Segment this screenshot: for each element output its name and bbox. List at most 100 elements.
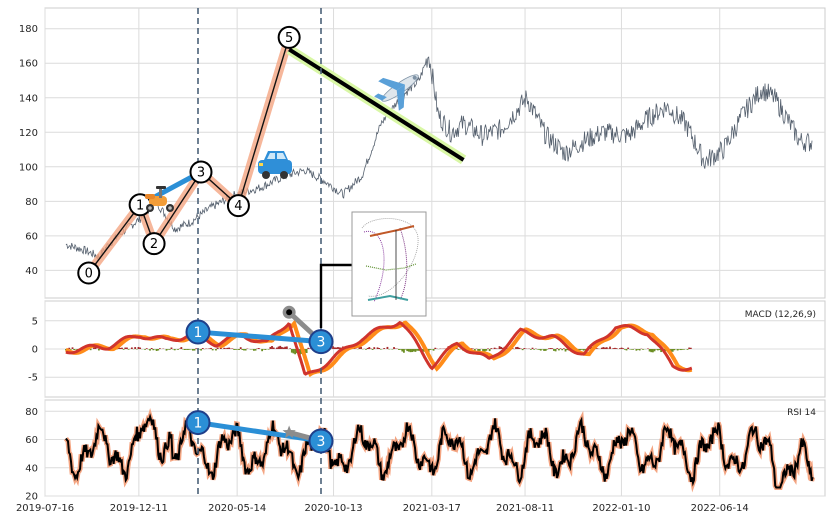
macd-histogram-bar <box>144 349 146 350</box>
macd-annotation-circle <box>308 329 334 355</box>
x-tick-label: 2022-01-10 <box>592 503 650 514</box>
macd-y-tick-label: 5 <box>32 316 38 327</box>
price-y-tick-label: 120 <box>19 128 38 139</box>
macd-histogram-bar <box>360 346 362 349</box>
macd-histogram-bar <box>71 347 74 349</box>
macd-histogram-bar <box>201 348 204 349</box>
macd-histogram-bar <box>269 346 272 349</box>
macd-histogram-bar <box>579 349 582 351</box>
macd-histogram-bar <box>609 346 611 349</box>
macd-histogram-bar <box>403 349 405 353</box>
macd-histogram-bar <box>495 348 498 349</box>
macd-histogram-bar <box>678 349 681 350</box>
x-tick-label: 2022-06-14 <box>691 503 749 514</box>
macd-histogram-bar <box>254 349 257 351</box>
macd-histogram-bar <box>680 349 682 351</box>
macd-histogram-bar <box>134 347 137 349</box>
macd-histogram-bar <box>371 349 374 350</box>
macd-histogram-bar <box>498 346 501 349</box>
macd-histogram-bar <box>483 349 486 352</box>
macd-histogram-bar <box>277 346 280 349</box>
rsi-annotation-label: 1 <box>194 416 203 432</box>
macd-histogram-bar <box>338 347 341 349</box>
macd-histogram-bar <box>647 348 649 349</box>
macd-histogram-bar <box>612 348 615 349</box>
macd-histogram-bar <box>549 348 552 349</box>
macd-histogram-bar <box>581 349 583 350</box>
macd-histogram-bar <box>518 347 521 349</box>
x-tick-label: 2020-05-14 <box>208 503 266 514</box>
macd-histogram-bar <box>238 349 240 351</box>
macd-histogram-bar <box>543 349 545 351</box>
macd-histogram-bar <box>529 349 532 350</box>
macd-histogram-bar <box>366 347 369 349</box>
macd-histogram-bar <box>412 349 415 352</box>
macd-histogram-bar <box>289 348 292 349</box>
macd-histogram-bar <box>627 347 630 349</box>
macd-histogram-bar <box>511 348 514 349</box>
macd-title: MACD (12,26,9) <box>745 310 816 320</box>
macd-histogram-bar <box>376 347 379 349</box>
macd-histogram-bar <box>676 349 679 351</box>
macd-histogram-bar <box>272 347 275 349</box>
wave-label-2: 2 <box>150 237 158 252</box>
macd-histogram-bar <box>427 349 430 353</box>
x-tick-label: 2019-07-16 <box>16 503 74 514</box>
macd-histogram-bar <box>130 347 133 349</box>
macd-histogram-bar <box>642 349 644 350</box>
macd-histogram-bar <box>124 347 127 349</box>
macd-histogram-bar <box>689 347 692 349</box>
macd-histogram-bar <box>559 348 562 349</box>
macd-histogram-bar <box>157 349 160 351</box>
macd-annotation-1-3 <box>197 329 322 345</box>
macd-histogram-bar <box>615 348 618 349</box>
macd-histogram-bar <box>271 346 273 349</box>
car-icon <box>258 151 292 179</box>
macd-histogram-bar <box>262 349 265 350</box>
macd-histogram-bar <box>170 347 173 349</box>
macd-histogram-bar <box>655 349 658 350</box>
macd-histogram-bar <box>561 349 564 351</box>
macd-histogram-bar <box>126 347 128 349</box>
inset-thumbnail <box>319 211 427 328</box>
macd-histogram-bar <box>279 345 282 349</box>
macd-histogram-bar <box>127 349 130 350</box>
macd-histogram-bar <box>622 348 625 349</box>
macd-histogram-bar <box>650 349 653 353</box>
macd-histogram-bar <box>149 349 151 351</box>
macd-histogram-bar <box>215 349 217 351</box>
macd-histogram-bar <box>544 349 547 351</box>
macd-histogram-bar <box>145 348 148 349</box>
macd-histogram-bar <box>167 349 170 350</box>
macd-histogram-bar <box>216 347 219 349</box>
macd-histogram-bar <box>686 349 689 350</box>
macd-histogram-bar <box>368 347 371 349</box>
rsi-y-tick-label: 80 <box>25 407 38 418</box>
wave-path <box>88 37 290 274</box>
macd-histogram-bar <box>566 349 569 351</box>
macd-histogram-bar <box>536 349 539 350</box>
wave-label-4: 4 <box>234 199 242 214</box>
macd-histogram-bar <box>564 349 567 352</box>
macd-histogram-bar <box>414 349 417 352</box>
macd-histogram-bar <box>660 349 663 353</box>
x-tick-label: 2019-12-11 <box>110 503 168 514</box>
macd-histogram-bar <box>482 349 484 352</box>
rsi-y-tick-label: 20 <box>25 492 38 503</box>
macd-histogram-bar <box>228 347 231 349</box>
macd-histogram-bar <box>614 347 616 349</box>
price-line <box>65 56 813 261</box>
rsi-title: RSI 14 <box>787 408 816 418</box>
macd-histogram-bar <box>150 348 153 349</box>
macd-histogram-bar <box>416 349 419 351</box>
macd-histogram-bar <box>429 349 432 350</box>
macd-histogram-bar <box>681 349 684 350</box>
macd-histogram-bar <box>335 347 338 349</box>
macd-histogram-bar <box>393 347 395 349</box>
macd-histogram-bar <box>233 349 236 350</box>
macd-histogram-bar <box>241 349 244 350</box>
macd-histogram-bar <box>168 349 171 350</box>
macd-histogram-bar <box>117 347 120 349</box>
macd-histogram-bar <box>261 349 264 352</box>
